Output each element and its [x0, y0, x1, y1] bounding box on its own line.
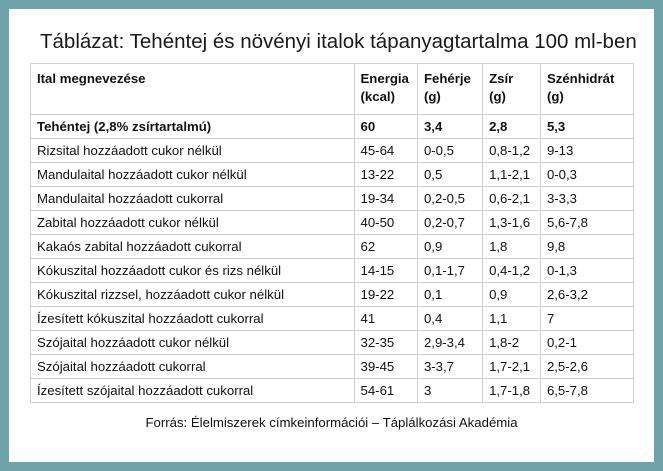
cell-fat: 0,9 [482, 282, 541, 307]
cell-energy: 60 [353, 114, 418, 139]
cell-fat: 0,8-1,2 [482, 138, 541, 163]
cell-protein: 0,1 [416, 282, 484, 307]
table-header-row: Ital megnevezése Energia (kcal) Fehérje (g… [30, 63, 635, 115]
cell-fat: 1,8 [482, 234, 541, 259]
cell-fat: 0,6-2,1 [482, 186, 541, 211]
header-fat: Zsír (g) [482, 63, 541, 115]
page-title: Táblázat: Tehéntej és növényi italok táp… [40, 30, 637, 53]
cell-energy: 19-34 [353, 186, 418, 211]
cell-fat: 1,1 [482, 306, 541, 331]
cell-protein: 0,4 [416, 306, 484, 331]
table-row: Szójaital hozzáadott cukorral 39-45 3-3,… [30, 354, 635, 379]
cell-carbs: 6,5-7,8 [539, 378, 635, 403]
header-carbs: Szénhidrát (g) [539, 63, 635, 115]
cell-fat: 1,7-1,8 [482, 378, 541, 403]
table-row: Mandulaital hozzáadott cukor nélkül 13-2… [30, 162, 635, 187]
cell-name: Mandulaital hozzáadott cukor nélkül [30, 162, 355, 187]
cell-fat: 1,3-1,6 [482, 210, 541, 235]
cell-name: Szójaital hozzáadott cukorral [30, 354, 355, 379]
cell-name: Tehéntej (2,8% zsírtartalmú) [30, 114, 355, 139]
table-card: Táblázat: Tehéntej és növényi italok táp… [9, 9, 654, 462]
cell-carbs: 0,2-1 [539, 330, 635, 355]
cell-fat: 1,7-2,1 [482, 354, 541, 379]
cell-energy: 39-45 [353, 354, 418, 379]
cell-carbs: 0-0,3 [539, 162, 635, 187]
cell-name: Kakaós zabital hozzáadott cukorral [30, 234, 355, 259]
cell-carbs: 3-3,3 [539, 186, 635, 211]
cell-fat: 1,8-2 [482, 330, 541, 355]
header-name: Ital megnevezése [30, 63, 355, 115]
cell-fat: 2,8 [482, 114, 541, 139]
cell-protein: 0,2-0,5 [416, 186, 484, 211]
cell-energy: 13-22 [353, 162, 418, 187]
table-row: Ízesített szójaital hozzáadott cukorral … [30, 378, 635, 403]
table-row: Kókuszital rizzsel, hozzáadott cukor nél… [30, 282, 635, 307]
cell-energy: 40-50 [353, 210, 418, 235]
cell-carbs: 5,3 [539, 114, 635, 139]
cell-protein: 0-0,5 [416, 138, 484, 163]
cell-carbs: 9,8 [539, 234, 635, 259]
cell-name: Kókuszital rizzsel, hozzáadott cukor nél… [30, 282, 355, 307]
cell-protein: 0,2-0,7 [416, 210, 484, 235]
cell-protein: 2,9-3,4 [416, 330, 484, 355]
cell-fat: 1,1-2,1 [482, 162, 541, 187]
table-row: Zabital hozzáadott cukor nélkül 40-50 0,… [30, 210, 635, 235]
cell-carbs: 2,6-3,2 [539, 282, 635, 307]
table-row: Rizsital hozzáadott cukor nélkül 45-64 0… [30, 138, 635, 163]
cell-name: Ízesített szójaital hozzáadott cukorral [30, 378, 355, 403]
cell-energy: 14-15 [353, 258, 418, 283]
table-row: Kakaós zabital hozzáadott cukorral 62 0,… [30, 234, 635, 259]
cell-energy: 32-35 [353, 330, 418, 355]
cell-carbs: 0-1,3 [539, 258, 635, 283]
cell-protein: 3 [416, 378, 484, 403]
table-row: Szójaital hozzáadott cukor nélkül 32-35 … [30, 330, 635, 355]
cell-energy: 62 [353, 234, 418, 259]
cell-name: Zabital hozzáadott cukor nélkül [30, 210, 355, 235]
header-protein: Fehérje (g) [416, 63, 484, 115]
cell-carbs: 5,6-7,8 [539, 210, 635, 235]
table-row: Tehéntej (2,8% zsírtartalmú) 60 3,4 2,8 … [30, 114, 635, 139]
table-row: Kókuszital hozzáadott cukor és rizs nélk… [30, 258, 635, 283]
cell-energy: 45-64 [353, 138, 418, 163]
source-caption: Forrás: Élelmiszerek címkeinformációi – … [145, 415, 518, 430]
cell-name: Ízesített kókuszital hozzáadott cukorral [30, 306, 355, 331]
cell-name: Szójaital hozzáadott cukor nélkül [30, 330, 355, 355]
nutrition-table: Ital megnevezése Energia (kcal) Fehérje (g… [30, 63, 635, 403]
cell-energy: 19-22 [353, 282, 418, 307]
table-row: Mandulaital hozzáadott cukorral 19-34 0,… [30, 186, 635, 211]
header-energy: Energia (kcal) [353, 63, 418, 115]
cell-fat: 0,4-1,2 [482, 258, 541, 283]
cell-carbs: 7 [539, 306, 635, 331]
cell-name: Rizsital hozzáadott cukor nélkül [30, 138, 355, 163]
cell-name: Mandulaital hozzáadott cukorral [30, 186, 355, 211]
cell-protein: 0,5 [416, 162, 484, 187]
cell-protein: 3,4 [416, 114, 484, 139]
table-row: Ízesített kókuszital hozzáadott cukorral… [30, 306, 635, 331]
cell-protein: 0,1-1,7 [416, 258, 484, 283]
cell-energy: 41 [353, 306, 418, 331]
cell-name: Kókuszital hozzáadott cukor és rizs nélk… [30, 258, 355, 283]
cell-protein: 3-3,7 [416, 354, 484, 379]
cell-carbs: 9-13 [539, 138, 635, 163]
cell-carbs: 2,5-2,6 [539, 354, 635, 379]
cell-protein: 0,9 [416, 234, 484, 259]
cell-energy: 54-61 [353, 378, 418, 403]
